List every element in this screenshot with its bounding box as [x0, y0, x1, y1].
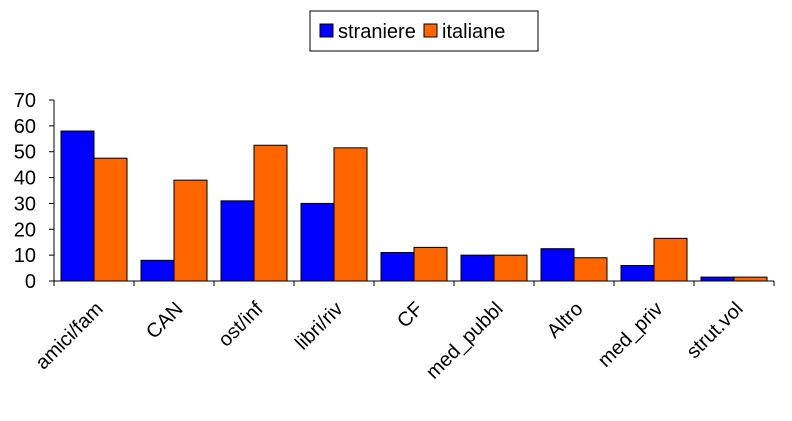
bars: [60, 130, 768, 282]
legend-swatch-italiane: [423, 23, 438, 38]
bar-italiane-0: [93, 157, 128, 282]
y-tick-label: 20: [14, 219, 36, 241]
x-category-label: ost/inf: [214, 298, 268, 352]
x-category-label: libri/riv: [291, 298, 347, 354]
x-category-label: CF: [393, 298, 427, 332]
bar-italiane-4: [413, 246, 448, 282]
bar-italiane-8: [733, 276, 768, 282]
legend-label-italiane: italiane: [442, 21, 505, 43]
bar-straniere-7: [620, 264, 655, 282]
y-tick-label: 50: [14, 142, 36, 164]
x-category-label: CAN: [142, 298, 187, 343]
bar-straniere-3: [300, 202, 335, 282]
bar-straniere-1: [140, 259, 175, 282]
y-tick-label: 0: [25, 271, 36, 293]
x-category-label: amici/fam: [31, 298, 107, 374]
y-tick-label: 60: [14, 116, 36, 138]
legend-label-straniere: straniere: [338, 21, 416, 43]
bar-italiane-2: [253, 144, 288, 282]
x-category-label: med_priv: [594, 298, 668, 372]
bar-italiane-5: [493, 254, 528, 282]
bar-straniere-4: [380, 252, 415, 282]
bar-straniere-0: [60, 130, 95, 282]
bar-straniere-6: [540, 248, 575, 282]
bar-straniere-8: [700, 276, 735, 282]
bar-italiane-7: [653, 237, 688, 282]
bar-straniere-5: [460, 254, 495, 282]
x-category-label: med_pubbl: [422, 298, 508, 384]
bar-italiane-3: [333, 147, 368, 282]
legend-swatch-straniere: [319, 23, 334, 38]
y-tick-label: 30: [14, 193, 36, 215]
legend: straniere italiane: [309, 10, 539, 52]
x-category-label: Altro: [543, 298, 588, 343]
y-tick-label: 70: [14, 90, 36, 112]
y-tick-label: 10: [14, 245, 36, 267]
x-category-label: strut.vol: [682, 298, 747, 363]
y-tick-label: 40: [14, 168, 36, 190]
bar-straniere-2: [220, 200, 255, 282]
y-axis: 0 10 20 30 40 50 60 70: [14, 90, 55, 293]
bar-italiane-1: [173, 179, 208, 282]
bar-italiane-6: [573, 257, 608, 282]
